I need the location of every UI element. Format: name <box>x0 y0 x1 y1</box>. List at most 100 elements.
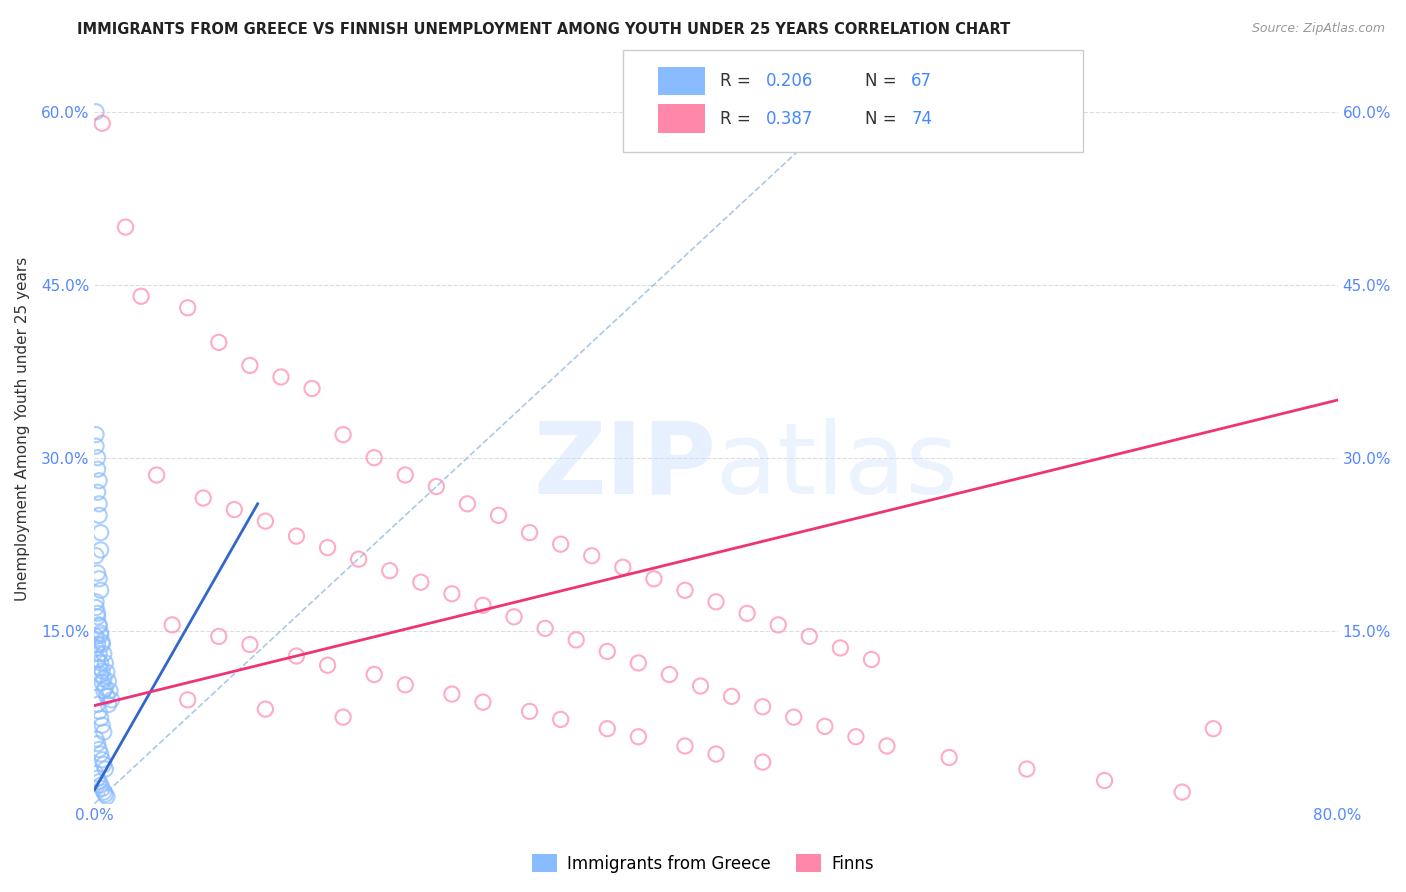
Point <box>84 427 107 442</box>
Point <box>720 690 742 704</box>
Point <box>830 640 852 655</box>
Point <box>90 628 112 642</box>
Point <box>766 618 789 632</box>
Point <box>394 678 416 692</box>
Point <box>90 626 112 640</box>
Point <box>90 525 112 540</box>
Point <box>91 675 114 690</box>
Point <box>876 739 898 753</box>
Point <box>90 667 112 681</box>
Point <box>145 467 167 482</box>
Point <box>658 667 681 681</box>
Point <box>627 656 650 670</box>
Point <box>89 742 111 756</box>
Text: atlas: atlas <box>716 417 957 515</box>
Point <box>316 658 339 673</box>
Point <box>456 497 478 511</box>
Point <box>84 549 107 563</box>
Point <box>84 640 107 655</box>
Point <box>93 647 115 661</box>
Point <box>409 575 432 590</box>
Point <box>689 679 711 693</box>
Point <box>938 750 960 764</box>
Point <box>90 583 112 598</box>
Point <box>224 502 246 516</box>
Point <box>519 525 541 540</box>
Point <box>86 566 108 580</box>
Point <box>114 220 136 235</box>
Point <box>91 664 114 678</box>
Point <box>440 687 463 701</box>
Point <box>239 638 262 652</box>
Point <box>301 382 323 396</box>
Point <box>86 462 108 476</box>
Point <box>96 789 118 804</box>
Point <box>254 702 277 716</box>
Point <box>704 595 727 609</box>
Point <box>89 774 111 789</box>
Point <box>627 730 650 744</box>
Point <box>90 778 112 792</box>
Point <box>799 629 821 643</box>
Point <box>254 514 277 528</box>
Point <box>193 491 215 505</box>
Point <box>94 788 117 802</box>
Point <box>503 610 526 624</box>
Point <box>100 693 122 707</box>
Point <box>97 698 120 712</box>
Point <box>89 508 111 523</box>
Point <box>89 474 111 488</box>
Point <box>93 757 115 772</box>
Point <box>472 599 495 613</box>
Point <box>270 370 292 384</box>
Point <box>94 681 117 696</box>
Point <box>643 572 665 586</box>
Point <box>86 638 108 652</box>
Point <box>783 710 806 724</box>
Point <box>91 635 114 649</box>
Point <box>704 747 727 761</box>
Point <box>96 690 118 704</box>
Point <box>1202 722 1225 736</box>
Point <box>394 467 416 482</box>
Point <box>332 710 354 724</box>
Point <box>84 766 107 780</box>
Point <box>440 587 463 601</box>
Point <box>89 618 111 632</box>
Point <box>814 719 837 733</box>
Point <box>160 618 183 632</box>
Point <box>86 610 108 624</box>
Point <box>94 762 117 776</box>
Point <box>86 698 108 712</box>
Point <box>84 439 107 453</box>
Point <box>363 667 385 681</box>
Point <box>91 638 114 652</box>
Point <box>612 560 634 574</box>
Point <box>332 427 354 442</box>
Point <box>98 683 121 698</box>
FancyBboxPatch shape <box>623 50 1083 152</box>
Point <box>378 564 401 578</box>
Point <box>472 695 495 709</box>
Point <box>86 450 108 465</box>
Point <box>581 549 603 563</box>
Point <box>285 648 308 663</box>
Point <box>1094 773 1116 788</box>
FancyBboxPatch shape <box>658 104 704 133</box>
Point <box>673 739 696 753</box>
Point <box>90 543 112 558</box>
Text: N =: N = <box>865 110 903 128</box>
Point <box>1171 785 1194 799</box>
Point <box>96 665 118 680</box>
Point <box>550 537 572 551</box>
Point <box>177 693 200 707</box>
Point <box>94 656 117 670</box>
Text: 67: 67 <box>911 72 932 90</box>
Point <box>129 289 152 303</box>
Point <box>1015 762 1038 776</box>
Point <box>363 450 385 465</box>
Point <box>89 647 111 661</box>
Point <box>91 116 114 130</box>
Point <box>519 705 541 719</box>
Point <box>86 607 108 621</box>
